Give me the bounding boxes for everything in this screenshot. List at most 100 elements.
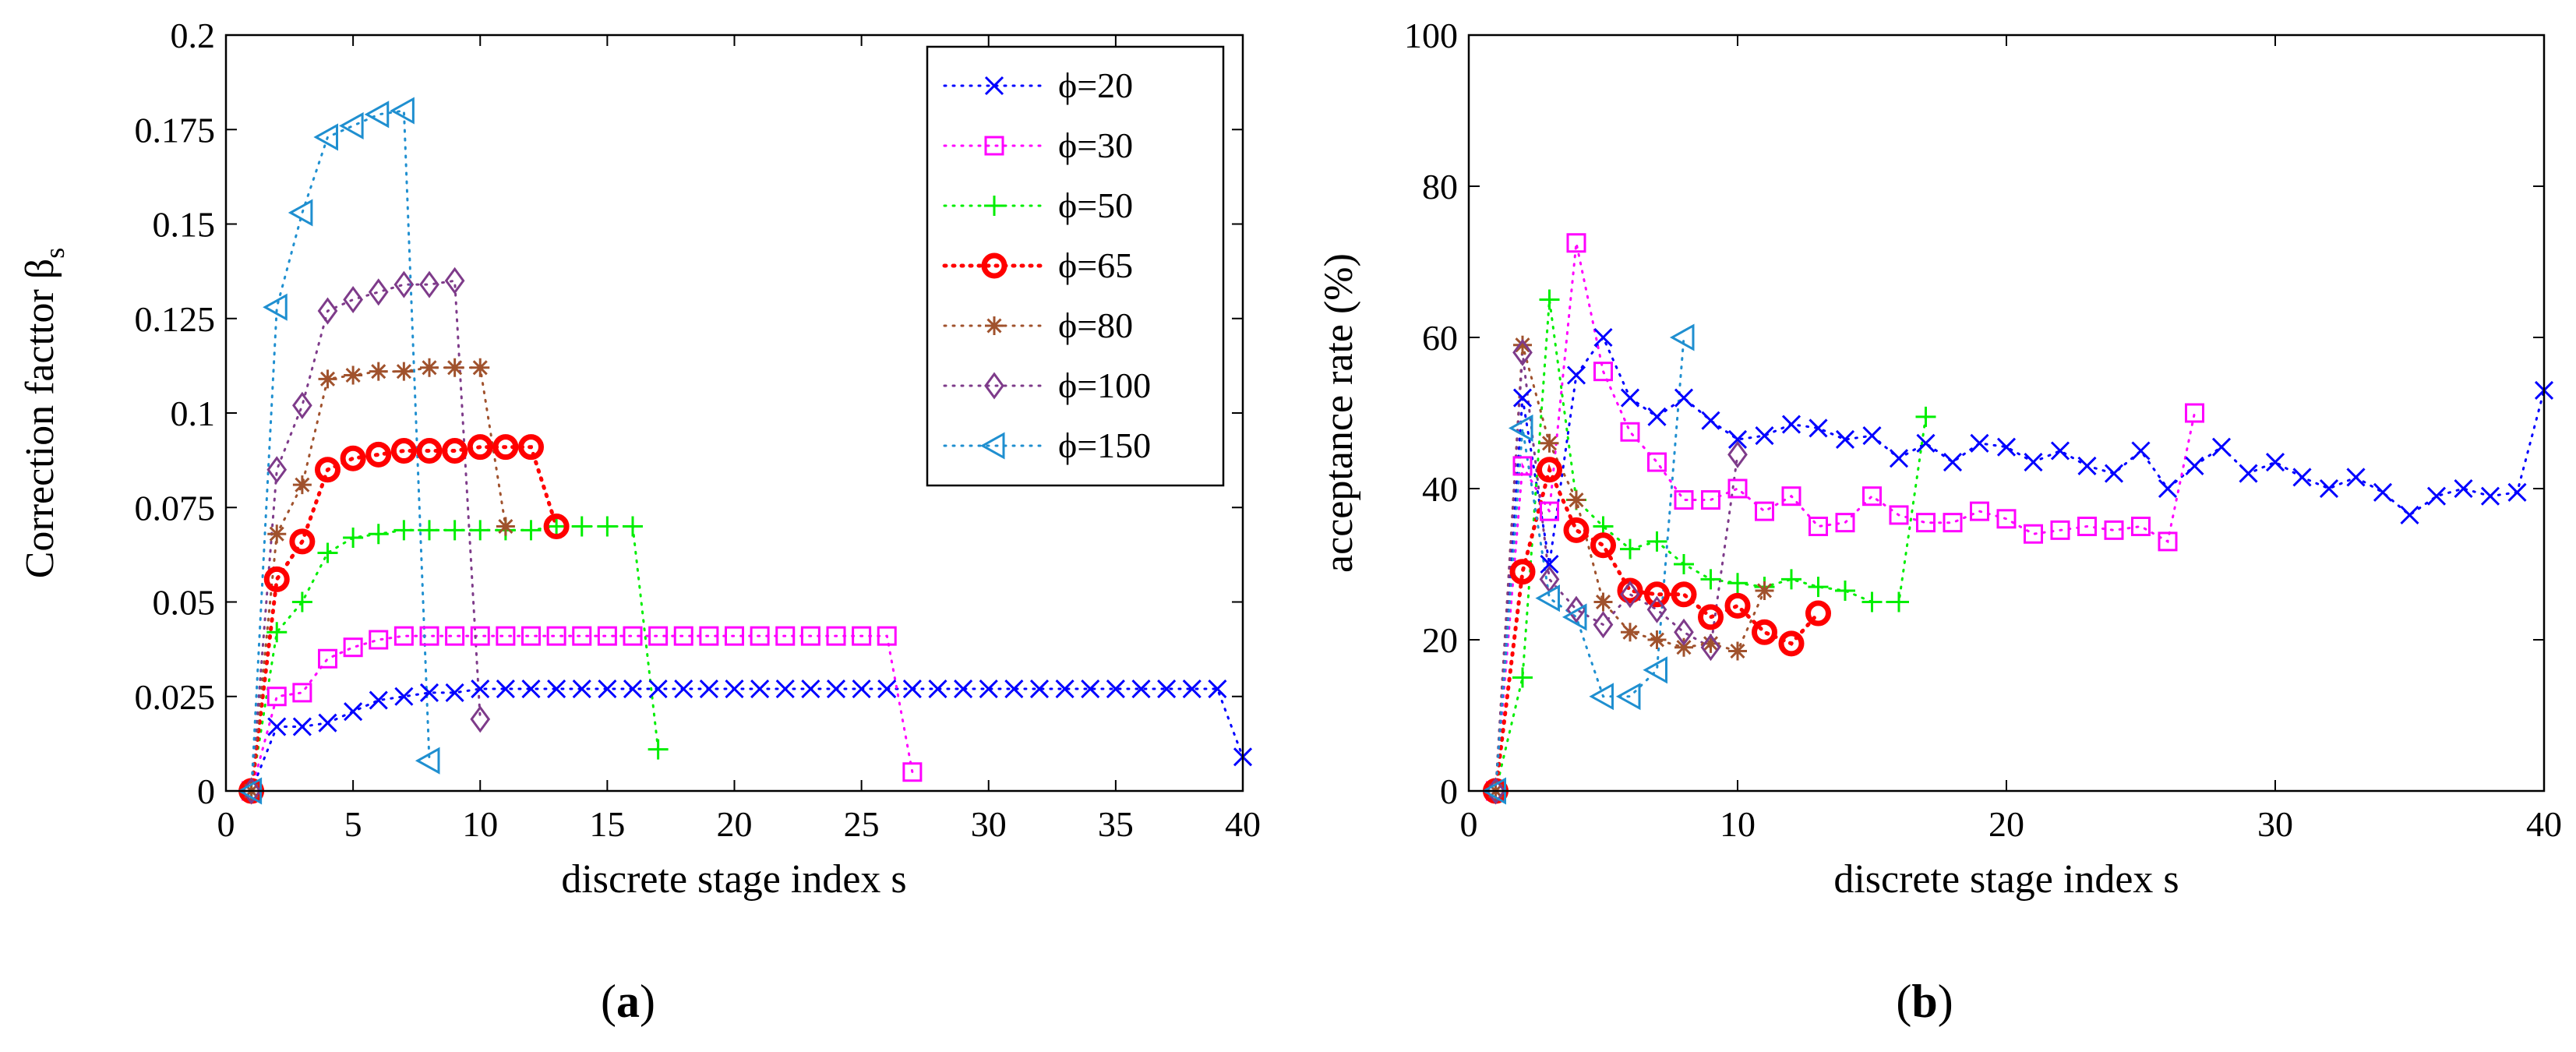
b-point-0-19	[1996, 437, 2017, 457]
b-point-0-22	[2077, 456, 2097, 475]
b-point-0-28	[2239, 464, 2258, 483]
b-point-0-30	[2292, 468, 2312, 487]
a-point-4-2	[292, 475, 312, 495]
a-point-0-23	[826, 679, 846, 699]
b-ytick-label: 100	[1404, 16, 1458, 55]
b-point-1-10	[1755, 501, 1774, 521]
a-point-1-2	[292, 683, 312, 703]
chart-a-markers	[237, 97, 1253, 805]
b-point-0-26	[2185, 456, 2204, 475]
a-point-2-2	[291, 591, 312, 612]
legend-marker-1	[984, 136, 1004, 156]
chart-b-ylabel: acceptance rate (%)	[1317, 253, 1361, 573]
b-point-0-32	[2346, 468, 2366, 487]
b-point-4-3	[1567, 490, 1586, 510]
a-point-3-10	[492, 434, 519, 461]
a-point-0-9	[471, 679, 490, 699]
b-point-2-11	[1781, 569, 1801, 590]
a-point-6-6	[390, 97, 415, 125]
a-series-line-0	[250, 687, 1244, 793]
a-point-0-15	[623, 679, 643, 699]
a-point-1-10	[496, 626, 516, 646]
b-point-1-7	[1674, 490, 1694, 510]
a-point-5-4	[343, 285, 363, 314]
b-point-0-20	[2024, 452, 2043, 472]
b-xtick-label: 0	[1460, 804, 1478, 844]
b-point-5-9	[1727, 440, 1748, 468]
a-series-line-5	[250, 279, 482, 793]
a-series-line-6	[250, 109, 431, 793]
b-point-0-6	[1647, 407, 1667, 426]
a-point-1-13	[572, 626, 592, 646]
a-point-6-7	[415, 747, 440, 775]
a-point-2-12	[546, 516, 567, 537]
b-point-0-7	[1674, 388, 1694, 408]
a-xtick-label: 35	[1098, 804, 1134, 844]
a-point-6-1	[263, 293, 288, 321]
a-point-4-6	[394, 362, 414, 381]
b-point-3-5	[1617, 577, 1643, 604]
b-point-4-1	[1513, 335, 1532, 355]
a-xtick-label: 30	[971, 804, 1007, 844]
b-point-4-10	[1755, 581, 1774, 600]
chart-a: 0 5 10 15 20 25 30 35 40 0 0.025 0.05 0.075 0.1 0.125 0…	[18, 16, 1261, 1027]
b-ytick-label: 40	[1422, 469, 1458, 509]
a-point-0-3	[318, 713, 337, 733]
b-point-0-34	[2400, 505, 2419, 525]
a-point-4-10	[496, 517, 515, 536]
b-xtick-label: 10	[1720, 804, 1756, 844]
b-point-1-13	[1835, 513, 1855, 533]
b-point-1-15	[1889, 505, 1909, 525]
b-point-0-11	[1781, 415, 1801, 434]
b-point-1-25	[2158, 531, 2178, 552]
a-point-1-18	[699, 626, 719, 646]
b-point-0-15	[1889, 449, 1909, 468]
b-point-4-5	[1621, 623, 1639, 642]
b-xtick-label: 30	[2257, 804, 2293, 844]
b-series-line-4	[1494, 344, 1766, 793]
a-point-0-5	[369, 690, 388, 710]
b-point-1-17	[1943, 513, 1963, 533]
b-point-3-10	[1752, 619, 1777, 645]
a-point-1-25	[877, 626, 897, 646]
a-point-0-33	[1081, 679, 1100, 699]
a-point-2-13	[571, 516, 592, 537]
a-point-6-4	[339, 111, 364, 139]
a-point-2-7	[419, 520, 439, 541]
b-point-1-11	[1781, 486, 1801, 507]
a-point-5-5	[368, 278, 389, 306]
a-point-1-12	[546, 626, 566, 646]
a-point-0-28	[954, 679, 973, 699]
a-point-5-7	[419, 270, 439, 298]
a-point-0-4	[344, 702, 363, 722]
a-point-0-26	[902, 679, 922, 699]
a-point-0-6	[394, 687, 414, 706]
a-point-0-27	[928, 679, 947, 699]
a-point-3-4	[340, 445, 366, 471]
b-point-5-1	[1512, 338, 1533, 366]
a-point-3-5	[365, 441, 392, 468]
b-ytick-label: 0	[1440, 771, 1458, 811]
b-series-line-2	[1494, 299, 1927, 793]
legend-label-6: ϕ=150	[1058, 425, 1151, 465]
a-point-0-13	[572, 679, 591, 699]
b-point-2-9	[1727, 573, 1748, 594]
b-point-0-37	[2480, 486, 2500, 506]
b-point-3-6	[1644, 581, 1670, 608]
a-point-4-4	[344, 365, 363, 385]
a-point-1-4	[343, 637, 363, 658]
a-ytick-label: 0.025	[135, 677, 216, 717]
legend-marker-5	[984, 372, 1004, 400]
b-point-1-14	[1862, 486, 1882, 507]
chart-b-markers	[1481, 233, 2554, 805]
a-point-0-24	[852, 679, 871, 699]
b-point-0-27	[2211, 437, 2232, 457]
a-point-1-26	[902, 762, 923, 782]
a-xtick-label: 0	[217, 804, 235, 844]
a-ytick-label: 0.075	[135, 488, 216, 528]
legend-marker-2	[984, 196, 1004, 216]
b-point-2-6	[1646, 531, 1667, 552]
a-point-2-5	[368, 524, 389, 545]
b-point-0-2	[1540, 554, 1559, 574]
a-point-0-14	[598, 679, 617, 699]
